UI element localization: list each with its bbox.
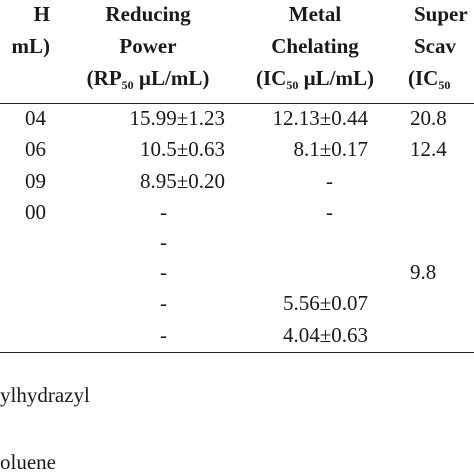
header-label: Chelating (271, 34, 359, 58)
unit-prefix: (RP (86, 66, 122, 90)
unit-prefix: (IC (255, 66, 287, 90)
unit-suffix: µL/mL) (298, 66, 375, 90)
cell: - (326, 200, 333, 224)
cell: 8.1±0.17 (293, 137, 368, 161)
cell: 12.13±0.44 (272, 106, 368, 130)
unit-subscript: 50 (286, 78, 299, 92)
cell: 8.95±0.20 (139, 169, 225, 193)
unit-subscript: 50 (438, 78, 451, 92)
cell: 12.4 (410, 137, 447, 161)
cell: - (160, 230, 167, 254)
cell: 10.5±0.63 (139, 137, 225, 161)
cell: 06 (25, 137, 46, 161)
cell: - (160, 291, 167, 315)
cell: 00 (25, 200, 46, 224)
cell: 5.56±0.07 (282, 291, 368, 315)
header-unit: (IC50 µL/mL) (255, 66, 375, 92)
footnote: ylhydrazyl (0, 383, 90, 407)
cell: 4.04±0.63 (282, 323, 368, 347)
header-label: Super (414, 2, 468, 26)
cell: 20.8 (410, 106, 447, 130)
header-label: mL) (11, 34, 51, 58)
header-label: H (33, 2, 50, 26)
unit-suffix: µL/mL) (133, 66, 210, 90)
cell: 9.8 (410, 260, 437, 284)
unit-subscript: 50 (121, 78, 134, 92)
cell: - (160, 260, 167, 284)
header-label: Power (119, 34, 177, 58)
header-rule (0, 103, 474, 104)
cell: - (160, 200, 167, 224)
cell: 15.99±1.23 (129, 106, 225, 130)
header-unit: (RP50 µL/mL) (86, 66, 210, 92)
header-unit: (IC50 (408, 66, 451, 92)
header-label: Scav (414, 34, 456, 58)
header-label: Metal (288, 2, 342, 26)
cell: - (160, 323, 167, 347)
bottom-rule (0, 352, 474, 353)
cell: - (326, 169, 333, 193)
footnote: oluene (0, 450, 56, 474)
cell: 09 (25, 169, 46, 193)
header-label: Reducing (105, 2, 191, 26)
unit-prefix: (IC (408, 66, 439, 90)
cell: 04 (25, 106, 46, 130)
